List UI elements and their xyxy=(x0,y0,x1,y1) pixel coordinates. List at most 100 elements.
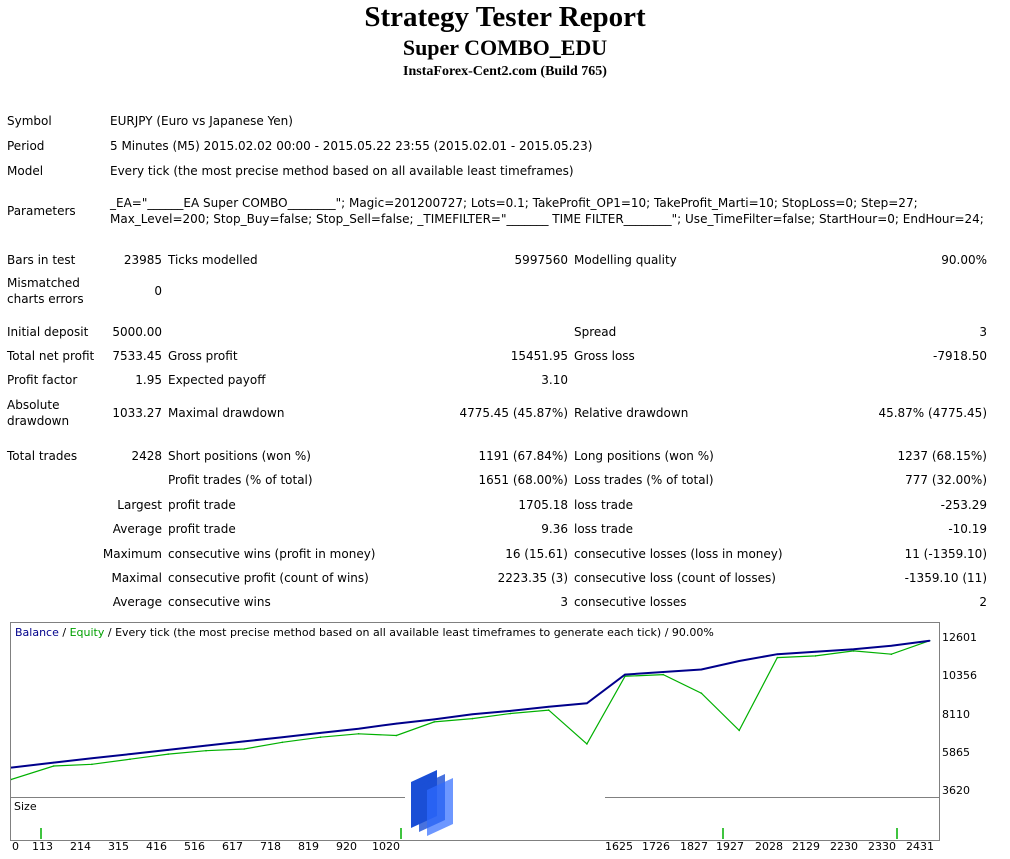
maxdd-value: 4775.45 (45.87%) xyxy=(459,406,568,420)
series-balance-point xyxy=(471,713,474,716)
mismatch-value: 0 xyxy=(154,284,162,298)
maximum-label: Maximum xyxy=(102,546,162,561)
x-tick-label: 1020 xyxy=(372,840,400,853)
ea-name: Super COMBO_EDU xyxy=(402,35,608,60)
series-balance-line xyxy=(11,639,930,769)
series-equity-point xyxy=(852,650,855,652)
series-equity-point xyxy=(167,753,169,755)
trades-label: Total trades xyxy=(7,449,78,463)
x-tick-label: 2028 xyxy=(755,840,783,853)
series-equity-point xyxy=(129,758,131,760)
average2-label: Average xyxy=(112,595,162,609)
params-value: _EA="______EA Super COMBO________"; Magi… xyxy=(110,196,984,226)
series-equity-point xyxy=(433,721,436,723)
series-balance-point xyxy=(357,727,360,730)
series-balance-point xyxy=(890,645,893,647)
series-equity-point xyxy=(205,749,207,752)
series-equity-point xyxy=(700,692,703,694)
y-tick-label: 8110 xyxy=(942,708,970,721)
size-plot xyxy=(40,828,898,839)
model-value: Every tick (the most precise method base… xyxy=(110,164,574,178)
x-tick-label: 0 xyxy=(12,840,19,853)
series-balance-point xyxy=(738,660,740,662)
series-balance-point xyxy=(776,653,779,655)
series-equity-point xyxy=(662,673,664,676)
mismatch-label: Mismatched charts errors xyxy=(7,276,84,306)
ep-value: 3.10 xyxy=(541,373,568,387)
grossloss-label: Gross loss xyxy=(574,349,635,363)
ltrades-label: Loss trades (% of total) xyxy=(574,473,714,487)
ptrades-value: 1651 (68.00%) xyxy=(478,473,568,487)
series-equity-point xyxy=(586,743,588,745)
pf-value: 1.95 xyxy=(135,373,162,387)
grossprofit-label: Gross profit xyxy=(168,349,238,363)
series-balance-point xyxy=(91,757,93,760)
cp-value: 2223.35 (3) xyxy=(497,571,568,585)
series-equity-point xyxy=(395,734,398,737)
ep-label: Expected payoff xyxy=(168,373,266,387)
series-balance-point xyxy=(586,702,588,705)
series-equity-point xyxy=(471,717,474,720)
y-tick-label: 12601 xyxy=(942,631,977,644)
series-equity-point xyxy=(547,709,550,711)
x-tick-label: 2230 xyxy=(830,840,858,853)
cls-label: consecutive loss (count of losses) xyxy=(574,571,776,585)
x-tick-label: 617 xyxy=(222,840,243,853)
series-balance-point xyxy=(624,673,626,676)
series-equity-point xyxy=(776,656,779,659)
series-balance-point xyxy=(509,710,512,712)
grossprofit-value: 15451.95 xyxy=(510,349,568,363)
report-header: Strategy Tester Report Super COMBO_EDU I… xyxy=(0,0,1010,82)
series-balance-point xyxy=(243,740,245,743)
series-balance-point xyxy=(433,718,436,721)
avg-lt-label: loss trade xyxy=(574,522,633,536)
acl-label: consecutive losses xyxy=(574,595,687,609)
series-balance-point xyxy=(281,736,284,738)
series-balance-point xyxy=(129,753,131,755)
period-value: 5 Minutes (M5) 2015.02.02 00:00 - 2015.0… xyxy=(110,139,593,153)
spread-label: Spread xyxy=(574,325,617,339)
series-equity-point xyxy=(91,763,93,766)
absdd-value: 1033.27 xyxy=(112,406,162,420)
avg-pt-value: 9.36 xyxy=(541,522,568,536)
series-equity-point xyxy=(738,729,740,732)
period-label: Period xyxy=(7,139,45,153)
quality-label: Modelling quality xyxy=(574,253,677,267)
legend-equity: Equity xyxy=(69,626,105,639)
series-equity-point xyxy=(11,778,12,781)
params-label: Parameters xyxy=(7,204,76,218)
largest-label: Largest xyxy=(117,497,162,512)
chart-plot xyxy=(11,639,931,781)
reldd-value: 45.87% (4775.45) xyxy=(878,406,987,420)
x-tick-label: 113 xyxy=(32,840,53,853)
deposit-value: 5000.00 xyxy=(112,325,162,339)
legend-balance: Balance xyxy=(15,626,59,639)
legend-description: / Every tick (the most precise method ba… xyxy=(104,626,714,639)
cl-value: 11 (-1359.10) xyxy=(904,546,987,561)
maxdd-label: Maximal drawdown xyxy=(168,406,285,420)
netprofit-label: Total net profit xyxy=(7,349,95,363)
series-equity-point xyxy=(357,733,360,735)
acw-value: 3 xyxy=(560,595,568,609)
series-balance-point xyxy=(319,732,322,734)
series-equity-point xyxy=(319,736,322,738)
series-equity-line xyxy=(11,640,930,781)
cp-label: consecutive profit (count of wins) xyxy=(168,571,369,585)
symbol-value: EURJPY (Euro vs Japanese Yen) xyxy=(110,114,293,128)
series-equity-point xyxy=(814,655,817,657)
netprofit-value: 7533.45 xyxy=(112,349,162,363)
y-tick-label: 3620 xyxy=(942,784,970,797)
legend-sep: / xyxy=(58,626,70,639)
x-tick-label: 2431 xyxy=(906,840,934,853)
spread-value: 3 xyxy=(979,325,987,339)
ticks-value: 5997560 xyxy=(514,253,568,267)
long-value: 1237 (68.15%) xyxy=(897,449,987,463)
x-tick-label: 920 xyxy=(336,840,357,853)
grossloss-value: -7918.50 xyxy=(933,349,987,363)
x-tick-label: 1827 xyxy=(680,840,708,853)
series-balance-point xyxy=(52,761,55,764)
series-equity-point xyxy=(281,741,284,744)
report-title: Strategy Tester Report xyxy=(364,1,646,33)
acw-label: consecutive wins xyxy=(168,595,271,609)
largest-pt-label: profit trade xyxy=(168,497,236,512)
